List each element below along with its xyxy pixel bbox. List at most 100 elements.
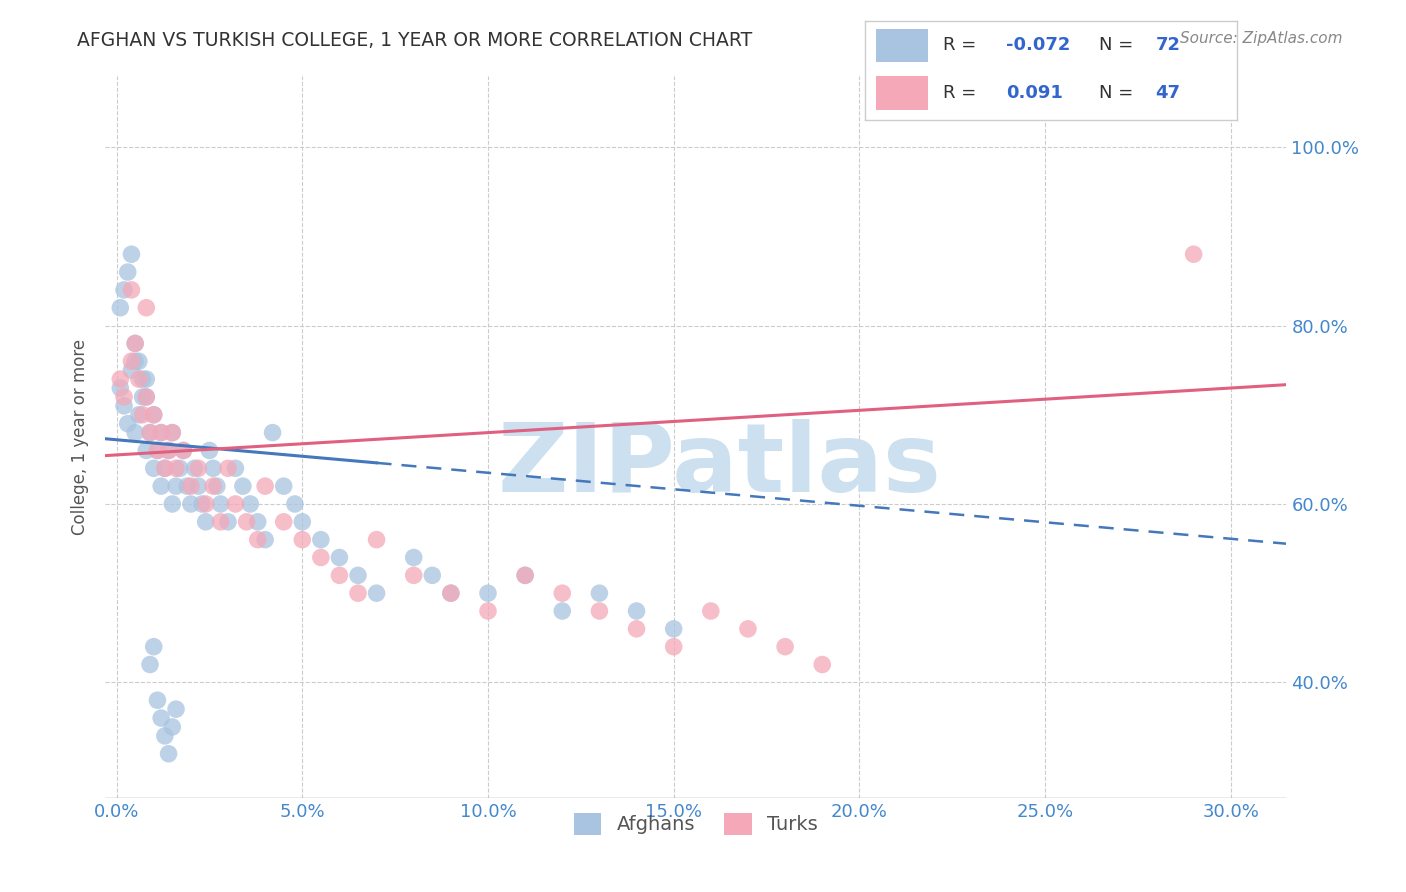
Point (112, 399, 135, 413)
Point (209, 497, 232, 511)
Point (232, 479, 254, 493)
Point (246, 533, 269, 547)
Point (112, 283, 135, 297)
Point (309, 533, 332, 547)
Point (172, 443, 194, 458)
Point (309, 550, 332, 565)
Point (513, 568, 536, 582)
Point (811, 657, 834, 672)
Point (700, 604, 723, 618)
Point (135, 372, 157, 386)
Point (124, 336, 146, 351)
Point (157, 443, 180, 458)
Point (142, 408, 165, 422)
Point (120, 247, 142, 261)
Point (224, 497, 246, 511)
Point (135, 390, 157, 404)
Point (150, 425, 173, 440)
Point (110, 372, 132, 386)
Point (551, 604, 574, 618)
Point (131, 390, 153, 404)
Point (142, 461, 165, 475)
Point (162, 425, 184, 440)
Point (235, 515, 257, 529)
Legend: Afghans, Turks: Afghans, Turks (567, 805, 825, 843)
Point (328, 568, 350, 582)
Point (142, 408, 165, 422)
Text: N =: N = (1099, 85, 1139, 103)
Point (246, 515, 269, 529)
Point (131, 372, 153, 386)
Point (239, 497, 262, 511)
Point (162, 720, 184, 734)
Point (254, 479, 277, 493)
Point (205, 479, 228, 493)
Point (440, 586, 463, 600)
Text: Source: ZipAtlas.com: Source: ZipAtlas.com (1180, 31, 1343, 46)
Point (194, 515, 217, 529)
Point (135, 443, 157, 458)
Point (420, 568, 443, 582)
Point (150, 711, 173, 725)
Point (347, 568, 370, 582)
Point (176, 479, 198, 493)
Point (737, 622, 759, 636)
Point (128, 354, 150, 368)
Point (150, 479, 173, 493)
Point (180, 497, 202, 511)
Point (146, 443, 169, 458)
FancyBboxPatch shape (876, 77, 928, 111)
Text: -0.072: -0.072 (1007, 37, 1070, 54)
Point (112, 390, 135, 404)
Point (224, 461, 246, 475)
Point (157, 747, 180, 761)
Point (291, 533, 314, 547)
Text: N =: N = (1099, 37, 1139, 54)
Point (284, 497, 307, 511)
Point (366, 586, 388, 600)
Point (194, 497, 217, 511)
Text: R =: R = (943, 37, 981, 54)
Text: ZIPatlas: ZIPatlas (498, 419, 942, 513)
Point (366, 533, 388, 547)
Text: 0.091: 0.091 (1007, 85, 1063, 103)
Point (120, 354, 142, 368)
Point (217, 461, 239, 475)
Point (135, 301, 157, 315)
Point (662, 640, 685, 654)
Point (162, 425, 184, 440)
Point (146, 443, 169, 458)
Y-axis label: College, 1 year or more: College, 1 year or more (72, 339, 90, 535)
Point (124, 354, 146, 368)
Point (328, 550, 350, 565)
Point (588, 604, 610, 618)
Point (124, 425, 146, 440)
Point (131, 408, 153, 422)
Point (477, 586, 499, 600)
Point (172, 443, 194, 458)
Point (153, 461, 176, 475)
Point (169, 461, 191, 475)
Point (165, 702, 187, 716)
Point (202, 479, 225, 493)
Point (165, 461, 187, 475)
Point (217, 515, 239, 529)
Point (202, 461, 225, 475)
Point (198, 443, 221, 458)
Point (153, 729, 176, 743)
Point (117, 417, 139, 431)
Text: R =: R = (943, 85, 981, 103)
Point (273, 515, 295, 529)
Point (162, 497, 184, 511)
Point (187, 461, 209, 475)
Point (187, 479, 209, 493)
Text: 47: 47 (1156, 85, 1180, 103)
Point (273, 479, 295, 493)
Point (146, 693, 169, 707)
Point (124, 336, 146, 351)
Point (1182, 247, 1205, 261)
Point (662, 622, 685, 636)
Point (291, 515, 314, 529)
Point (402, 550, 425, 565)
Point (191, 497, 214, 511)
